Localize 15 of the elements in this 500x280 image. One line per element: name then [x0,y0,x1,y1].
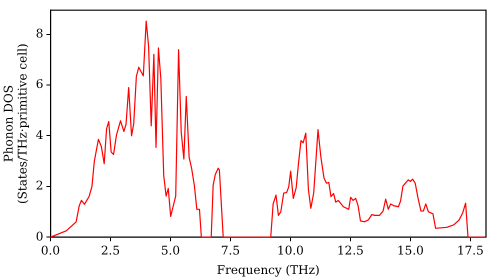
x-tick-label: 10.0 [277,244,304,258]
x-tick-label: 12.5 [337,244,364,258]
x-tick-label: 17.5 [457,244,484,258]
y-tick-label: 6 [36,77,44,92]
x-tick-label: 2.5 [100,244,120,258]
y-tick-label: 0 [36,229,44,244]
x-tick-label: 7.5 [220,244,240,258]
y-tick-label: 4 [36,128,44,142]
x-tick-label: 15.0 [397,244,424,258]
y-axis-title: Phonon DOS (States/THz·primitive cell) [1,43,30,204]
y-tick-label: 8 [36,26,44,40]
x-tick-label: 5.0 [160,244,180,258]
x-axis-title: Frequency (THz) [216,262,320,277]
y-tick-label: 2 [36,178,44,193]
x-tick-label: 0.0 [40,244,60,258]
